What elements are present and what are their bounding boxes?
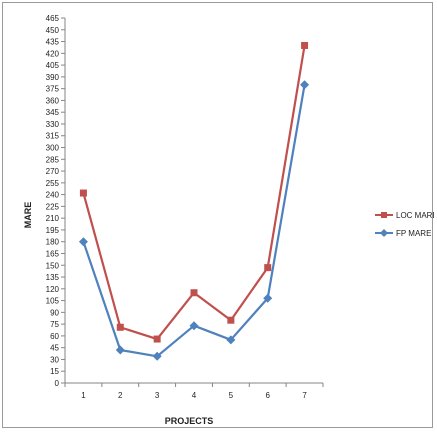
y-tick-label: 135 <box>46 273 60 282</box>
x-tick-label: 3 <box>155 391 160 400</box>
data-point-square <box>116 323 124 331</box>
data-point-diamond <box>226 335 236 345</box>
y-tick-label: 450 <box>46 26 60 35</box>
y-tick-label: 375 <box>46 85 60 94</box>
y-tick-label: 330 <box>46 120 60 129</box>
y-tick-label: 405 <box>46 61 60 70</box>
y-tick-label: 60 <box>50 332 59 341</box>
legend-marker-square <box>381 212 387 218</box>
data-point-diamond <box>152 351 162 361</box>
y-tick-label: 390 <box>46 73 60 82</box>
y-tick-label: 120 <box>46 285 60 294</box>
data-point-square <box>264 264 272 272</box>
x-axis-ticks: 1 2 3 4 5 6 7 <box>64 383 324 400</box>
y-tick-label: 75 <box>50 320 59 329</box>
y-tick-label: 180 <box>46 238 60 247</box>
legend-marker-diamond <box>380 229 388 237</box>
y-tick-label: 255 <box>46 179 60 188</box>
y-tick-label: 465 <box>46 14 60 23</box>
y-tick-label: 90 <box>50 308 59 317</box>
y-tick-label: 360 <box>46 96 60 105</box>
legend: LOC MARE FP MARE <box>375 211 434 238</box>
x-tick-label: 6 <box>265 391 270 400</box>
x-axis-title: PROJECTS <box>165 416 214 426</box>
y-tick-label: 210 <box>46 214 60 223</box>
y-tick-label: 150 <box>46 261 60 270</box>
y-tick-label: 0 <box>55 379 60 388</box>
y-tick-label: 30 <box>50 355 59 364</box>
y-axis-ticks: 0 15 30 45 60 75 90 105 120 135 150 165 180 195 210 225… <box>46 14 65 388</box>
x-tick-label: 2 <box>118 391 123 400</box>
y-tick-label: 435 <box>46 38 60 47</box>
legend-label: FP MARE <box>396 229 431 238</box>
y-tick-label: 345 <box>46 108 60 117</box>
data-point-diamond <box>115 345 125 355</box>
data-point-diamond <box>263 293 273 303</box>
x-tick-label: 7 <box>302 391 307 400</box>
series-lines <box>82 45 306 358</box>
axes <box>64 18 323 384</box>
y-tick-label: 240 <box>46 191 60 200</box>
line-chart: 0153045607590105120135150165180195210225… <box>23 14 434 426</box>
series-markers <box>78 41 310 361</box>
chart-frame: 0 15 30 45 60 75 90 105 120 135 150 165 180 195 210 225… <box>2 2 434 428</box>
x-tick-label: 1 <box>81 391 86 400</box>
y-tick-label: 195 <box>46 226 60 235</box>
data-point-diamond <box>189 321 199 331</box>
y-tick-label: 315 <box>46 132 60 141</box>
y-tick-label: 270 <box>46 167 60 176</box>
data-point-square <box>301 41 309 49</box>
y-tick-label: 165 <box>46 249 60 258</box>
y-axis-title: MARE <box>23 202 33 229</box>
y-tick-label: 105 <box>46 297 60 306</box>
legend-label: LOC MARE <box>396 211 434 220</box>
y-tick-label: 45 <box>50 344 59 353</box>
data-point-square <box>227 316 235 324</box>
x-tick-label: 4 <box>192 391 197 400</box>
data-point-diamond <box>300 80 310 90</box>
data-point-square <box>79 189 87 197</box>
y-tick-label: 300 <box>46 144 60 153</box>
y-tick-label: 420 <box>46 49 60 58</box>
y-tick-label: 225 <box>46 202 60 211</box>
data-point-square <box>190 289 198 297</box>
x-tick-label: 5 <box>229 391 234 400</box>
data-point-diamond <box>78 237 88 247</box>
y-tick-label: 15 <box>50 367 59 376</box>
data-point-square <box>153 335 161 343</box>
y-tick-label: 285 <box>46 155 60 164</box>
